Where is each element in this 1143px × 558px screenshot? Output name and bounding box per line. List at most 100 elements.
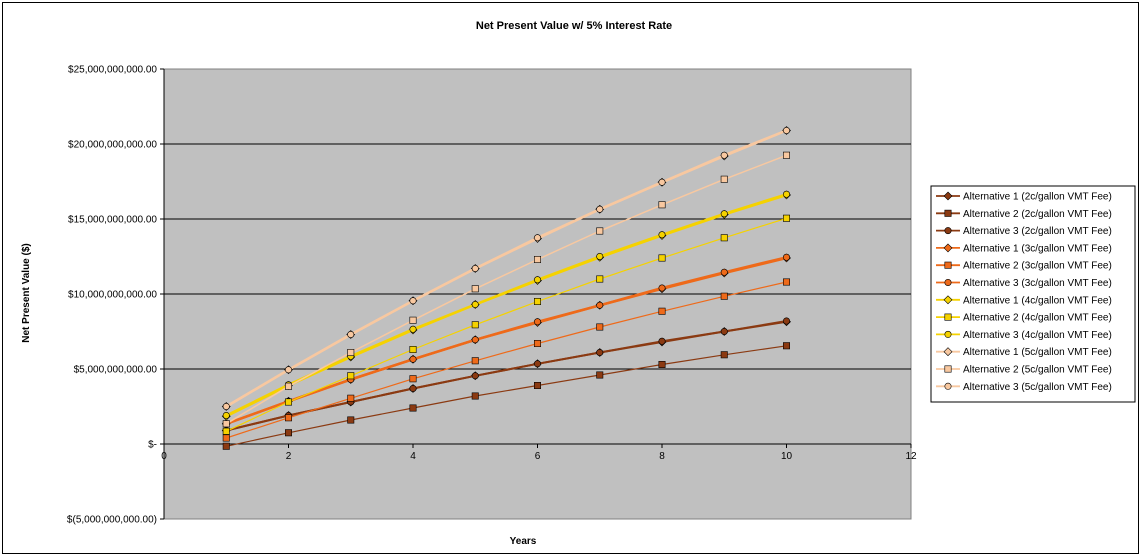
data-point <box>720 210 728 218</box>
x-tick-label: 12 <box>905 451 917 462</box>
data-point <box>720 234 728 242</box>
series-5 <box>222 278 790 442</box>
data-point <box>782 151 790 159</box>
data-point <box>471 336 479 344</box>
legend-box <box>930 185 1136 403</box>
data-point <box>782 253 790 261</box>
series-2 <box>222 342 790 450</box>
series-line <box>225 193 787 417</box>
data-point <box>222 434 230 442</box>
data-point <box>782 127 790 135</box>
legend-label: Alternative 3 (4c/gallon VMT Fee) <box>963 330 1112 341</box>
series-8 <box>222 214 790 435</box>
y-tick-label: $(5,000,000,000.00) <box>67 515 157 526</box>
legend-swatch-marker <box>944 365 952 373</box>
data-point <box>409 345 417 353</box>
data-point <box>471 264 479 272</box>
data-point <box>471 300 479 308</box>
data-point <box>533 339 541 347</box>
data-point <box>720 292 728 300</box>
series-group <box>221 126 791 450</box>
x-tick-label: 2 <box>286 451 292 462</box>
data-point <box>409 316 417 324</box>
legend-swatch-marker <box>944 209 952 217</box>
series-line <box>226 345 787 447</box>
x-axis-title: Years <box>510 536 537 547</box>
data-point <box>782 342 790 350</box>
chart-canvas: Net Present Value w/ 5% Interest Rate Ye… <box>21 20 1136 547</box>
data-point <box>347 348 355 356</box>
data-point <box>596 301 604 309</box>
data-point <box>222 442 230 450</box>
data-point <box>533 276 541 284</box>
y-tick-label: $25,000,000,000.00 <box>68 65 157 76</box>
data-point <box>471 372 479 380</box>
data-point <box>347 372 355 380</box>
legend-label: Alternative 3 (3c/gallon VMT Fee) <box>963 278 1112 289</box>
legend-label: Alternative 2 (3c/gallon VMT Fee) <box>963 261 1112 272</box>
legend-label: Alternative 3 (5c/gallon VMT Fee) <box>963 382 1112 393</box>
data-point <box>409 375 417 383</box>
series-line <box>225 129 787 408</box>
data-point <box>596 371 604 379</box>
data-point <box>658 284 666 292</box>
legend-item: Alternative 3 (2c/gallon VMT Fee) <box>936 226 1112 237</box>
data-point <box>782 278 790 286</box>
legend-item: Alternative 2 (3c/gallon VMT Fee) <box>936 261 1112 272</box>
data-point <box>533 360 541 368</box>
legend-swatch-marker <box>944 261 952 269</box>
legend-item: Alternative 1 (4c/gallon VMT Fee) <box>936 295 1112 306</box>
legend-label: Alternative 1 (3c/gallon VMT Fee) <box>963 243 1112 254</box>
data-point <box>782 214 790 222</box>
data-point <box>596 253 604 261</box>
series-line <box>225 256 787 425</box>
legend-swatch-marker <box>943 295 953 305</box>
chart-title: Net Present Value w/ 5% Interest Rate <box>476 20 672 32</box>
data-point <box>533 318 541 326</box>
data-point <box>658 360 666 368</box>
data-point <box>720 175 728 183</box>
series-9 <box>222 190 790 419</box>
data-point <box>222 411 230 419</box>
data-point <box>596 275 604 283</box>
data-point <box>533 256 541 264</box>
legend-swatch-marker <box>944 278 952 286</box>
data-point <box>284 429 292 437</box>
series-11 <box>222 151 790 428</box>
data-point <box>222 427 230 435</box>
legend-item: Alternative 2 (2c/gallon VMT Fee) <box>936 209 1112 220</box>
data-point <box>658 178 666 186</box>
y-tick-label: $20,000,000,000.00 <box>68 140 157 151</box>
legend-label: Alternative 1 (4c/gallon VMT Fee) <box>963 295 1112 306</box>
legend-label: Alternative 1 (5c/gallon VMT Fee) <box>963 347 1112 358</box>
series-line <box>226 217 787 432</box>
data-point <box>471 321 479 329</box>
data-point <box>533 381 541 389</box>
y-tick-label: $10,000,000,000.00 <box>68 290 157 301</box>
legend-item: Alternative 1 (2c/gallon VMT Fee) <box>936 192 1112 203</box>
y-tick-label: $5,000,000,000.00 <box>74 365 158 376</box>
legend-item: Alternative 1 (3c/gallon VMT Fee) <box>936 243 1112 254</box>
legend-label: Alternative 2 (4c/gallon VMT Fee) <box>963 313 1112 324</box>
x-tick-label: 0 <box>161 451 167 462</box>
legend-swatch-marker <box>943 347 953 357</box>
data-point <box>409 325 417 333</box>
data-point <box>720 327 728 335</box>
legend-item: Alternative 2 (5c/gallon VMT Fee) <box>936 365 1112 376</box>
data-point <box>596 227 604 235</box>
legend-swatch-marker <box>943 243 953 253</box>
data-point <box>409 384 417 392</box>
legend-item: Alternative 3 (4c/gallon VMT Fee) <box>936 330 1112 341</box>
axes: $25,000,000,000.00 $20,000,000,000.00 $15,… <box>67 65 917 526</box>
data-point <box>720 351 728 359</box>
series-12 <box>222 127 790 410</box>
data-point <box>347 394 355 402</box>
data-point <box>658 201 666 209</box>
legend-item: Alternative 2 (4c/gallon VMT Fee) <box>936 313 1112 324</box>
legend-swatch-marker <box>943 191 953 201</box>
legend-item: Alternative 3 (5c/gallon VMT Fee) <box>936 382 1112 393</box>
data-point <box>596 323 604 331</box>
y-tick-label: $- <box>148 440 157 451</box>
data-point <box>222 402 230 410</box>
data-point <box>596 205 604 213</box>
